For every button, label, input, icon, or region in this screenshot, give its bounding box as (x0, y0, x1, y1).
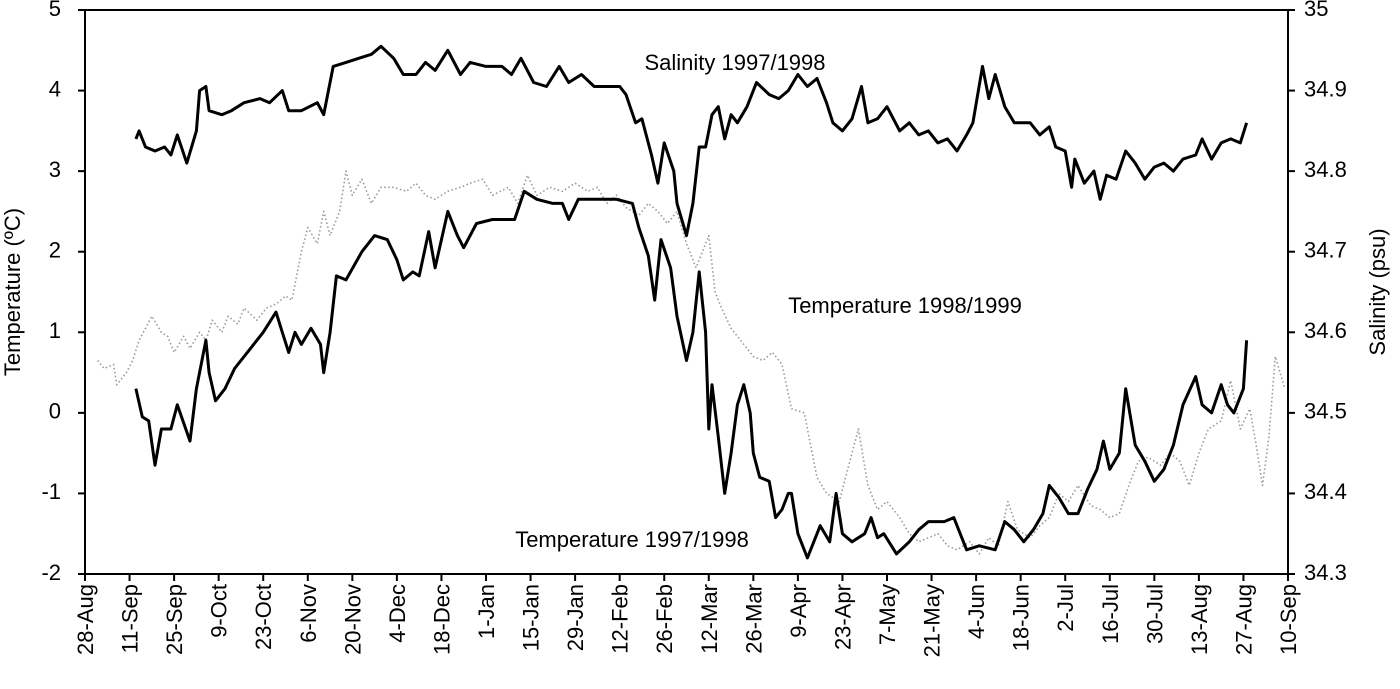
x-tick-label: 13-Aug (1187, 584, 1212, 655)
x-tick-label: 15-Jan (519, 584, 544, 651)
plot-frame (84, 9, 1289, 575)
x-tick-label: 23-Oct (251, 584, 276, 650)
y-tick-label: 1 (49, 318, 61, 343)
y2-axis-label: Salinity (psu) (1365, 228, 1390, 355)
x-tick-label: 26-Mar (741, 584, 766, 654)
x-tick-label: 20-Nov (340, 584, 365, 655)
x-tick-label: 27-Aug (1231, 584, 1256, 655)
y-tick-label: -2 (41, 560, 61, 585)
y-tick-label: 3 (49, 157, 61, 182)
y2-tick-label: 34.5 (1304, 399, 1347, 424)
x-tick-label: 9-Apr (786, 584, 811, 638)
y-tick-label: 2 (49, 238, 61, 263)
x-tick-label: 4-Dec (385, 584, 410, 643)
x-tick-label: 1-Jan (474, 584, 499, 639)
x-tick-label: 2-Jul (1053, 584, 1078, 632)
y2-tick-label: 34.3 (1304, 560, 1347, 585)
x-tick-label: 9-Oct (207, 584, 232, 638)
x-tick-label: 21-May (920, 584, 945, 657)
x-tick-label: 30-Jul (1142, 584, 1167, 644)
x-tick-label: 12-Feb (608, 584, 633, 654)
x-tick-label: 4-Jun (964, 584, 989, 639)
x-tick-label: 16-Jul (1098, 584, 1123, 644)
x-tick-label: 12-Mar (697, 584, 722, 654)
y-axis-label: Temperature (ºC) (0, 208, 25, 376)
y2-tick-label: 34.8 (1304, 157, 1347, 182)
line-series (97, 170, 1286, 555)
annotation: Salinity 1997/1998 (644, 50, 825, 75)
annotation: Temperature 1997/1998 (515, 527, 749, 552)
x-tick-label: 6-Nov (296, 584, 321, 643)
y2-tick-label: 35 (1304, 0, 1328, 21)
y-tick-label: 0 (49, 399, 61, 424)
y2-tick-label: 34.4 (1304, 479, 1347, 504)
y2-tick-label: 34.7 (1304, 238, 1347, 263)
x-tick-label: 26-Feb (652, 584, 677, 654)
x-tick-label: 29-Jan (563, 584, 588, 651)
x-tick-label: 7-May (875, 584, 900, 645)
y-tick-label: -1 (41, 479, 61, 504)
line-series (134, 189, 1249, 560)
x-tick-label: 25-Sep (162, 584, 187, 655)
annotation: Temperature 1998/1999 (788, 293, 1022, 318)
x-tick-label: 18-Jun (1009, 584, 1034, 651)
x-tick-label: 23-Apr (830, 584, 855, 650)
y2-tick-label: 34.9 (1304, 76, 1347, 101)
y-tick-label: 4 (49, 76, 61, 101)
y2-tick-label: 34.6 (1304, 318, 1347, 343)
line-series (134, 44, 1249, 238)
y-tick-label: 5 (49, 0, 61, 21)
x-tick-label: 28-Aug (73, 584, 98, 655)
x-tick-label: 18-Dec (429, 584, 454, 655)
x-tick-label: 11-Sep (118, 584, 143, 653)
x-tick-label: 10-Sep (1276, 584, 1301, 655)
